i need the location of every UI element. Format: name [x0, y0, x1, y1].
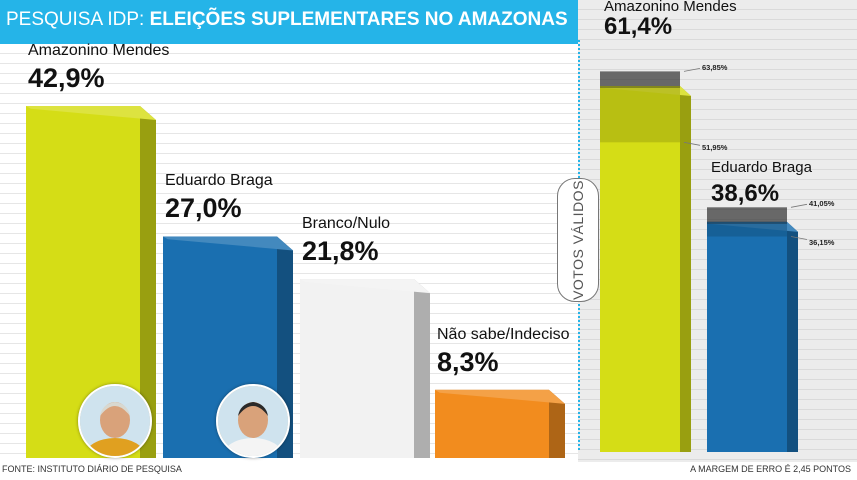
- valid-votes-bars: [600, 68, 808, 452]
- valid-bar-amazonino-mendes: [600, 68, 701, 452]
- valid-bar-eduardo-braga: [707, 203, 808, 452]
- valid-bar-amazonino-mendes-front: [600, 86, 680, 452]
- category-label-nao-sabe-indeciso: Não sabe/Indeciso: [437, 325, 570, 343]
- footer-bar: [0, 462, 857, 480]
- valid-votes-label-text: VOTOS VÁLIDOS: [570, 180, 586, 300]
- bar-branco-nulo-front: [300, 279, 414, 458]
- category-label-eduardo-braga: Eduardo Braga: [165, 172, 273, 190]
- value-label-amazonino-mendes: 42,9%: [28, 63, 105, 93]
- category-label-branco-nulo: Branco/Nulo: [302, 215, 391, 233]
- valid-value-label-amazonino-mendes: 61,4%: [604, 13, 673, 40]
- valid-bar-eduardo-braga-range-low: [707, 221, 787, 237]
- bar-branco-nulo-top: [300, 279, 430, 294]
- valid-bar-eduardo-braga-range-high-leader: [790, 203, 808, 208]
- valid-votes-label: VOTOS VÁLIDOS: [557, 178, 599, 302]
- amazonino-photo: [78, 384, 152, 458]
- bar-nao-sabe-indeciso-front: [435, 389, 549, 458]
- valid-category-label-amazonino-mendes: Amazonino Mendes: [604, 0, 737, 15]
- valid-category-label-eduardo-braga: Eduardo Braga: [711, 158, 812, 176]
- bar-nao-sabe-indeciso: [435, 389, 565, 458]
- bar-branco-nulo: [300, 279, 430, 458]
- error-margin-note: A MARGEM DE ERRO É 2,45 PONTOS: [690, 464, 851, 474]
- source-note: FONTE: INSTITUTO DIÁRIO DE PESQUISA: [2, 464, 182, 474]
- bar-amazonino-mendes-top: [26, 106, 156, 120]
- valid-value-label-eduardo-braga: 38,6%: [711, 179, 780, 207]
- bar-eduardo-braga-top: [163, 236, 293, 251]
- bar-nao-sabe-indeciso-top: [435, 389, 565, 404]
- value-label-eduardo-braga: 27,0%: [165, 193, 242, 224]
- valid-bar-eduardo-braga-range-high: [707, 207, 787, 224]
- valid-bar-amazonino-mendes-range-low-leader: [683, 141, 701, 146]
- range-low-label-eduardo-braga: 36,15%: [809, 237, 835, 247]
- value-label-nao-sabe-indeciso: 8,3%: [437, 346, 499, 377]
- valid-bar-amazonino-mendes-range-high-leader: [683, 68, 701, 72]
- title-prefix: PESQUISA IDP:: [6, 9, 150, 30]
- range-high-label-eduardo-braga: 41,05%: [809, 199, 835, 209]
- valid-bar-eduardo-braga-front: [707, 221, 787, 452]
- chart-title: PESQUISA IDP: ELEIÇÕES SUPLEMENTARES NO …: [6, 9, 568, 31]
- main-bars: [26, 106, 565, 458]
- valid-bar-amazonino-mendes-range-low: [600, 86, 680, 143]
- range-low-label-amazonino-mendes: 51,95%: [702, 143, 728, 153]
- title-main: ELEIÇÕES SUPLEMENTARES NO AMAZONAS: [149, 9, 568, 30]
- header-bar: PESQUISA IDP: ELEIÇÕES SUPLEMENTARES NO …: [0, 0, 578, 44]
- valid-bar-eduardo-braga-range-low-leader: [790, 236, 808, 240]
- bar-eduardo-braga: [163, 236, 293, 458]
- braga-photo: [216, 384, 290, 458]
- value-label-branco-nulo: 21,8%: [302, 236, 379, 267]
- valid-bar-amazonino-mendes-range-high: [600, 71, 680, 88]
- category-label-amazonino-mendes: Amazonino Mendes: [28, 42, 170, 59]
- range-high-label-amazonino-mendes: 63,85%: [702, 63, 728, 73]
